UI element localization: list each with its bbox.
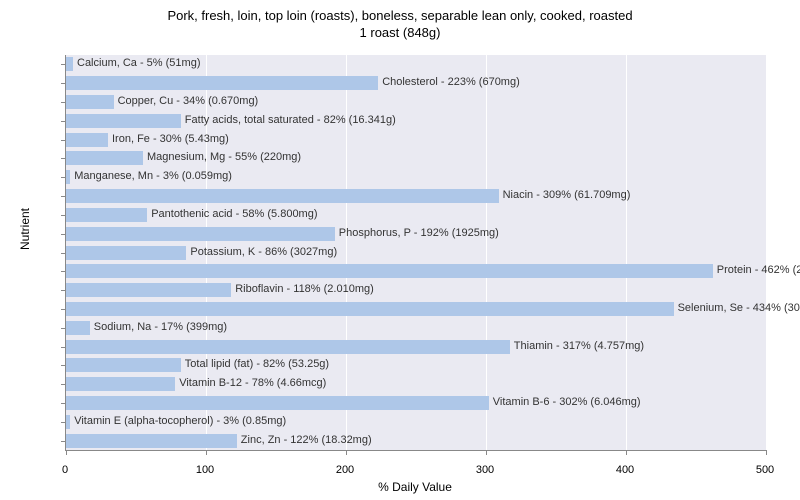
y-tick-mark: [61, 422, 66, 423]
y-tick-mark: [61, 290, 66, 291]
y-tick-mark: [61, 328, 66, 329]
x-tick-mark: [486, 450, 487, 455]
nutrient-bar: [66, 208, 147, 222]
nutrient-bar-label: Manganese, Mn - 3% (0.059mg): [74, 170, 232, 182]
y-tick-mark: [61, 140, 66, 141]
nutrient-bar: [66, 434, 237, 448]
nutrient-bar: [66, 133, 108, 147]
x-tick-label: 0: [62, 464, 68, 476]
y-tick-mark: [61, 121, 66, 122]
nutrient-bar: [66, 170, 70, 184]
nutrient-bar-label: Zinc, Zn - 122% (18.32mg): [241, 434, 372, 446]
nutrient-bar-label: Phosphorus, P - 192% (1925mg): [339, 227, 499, 239]
nutrient-bar: [66, 340, 510, 354]
nutrient-bar-label: Potassium, K - 86% (3027mg): [190, 246, 337, 258]
x-axis-label: % Daily Value: [65, 480, 765, 494]
nutrient-bar-label: Protein - 462% (230.91g): [717, 264, 800, 276]
nutrient-bar-label: Pantothenic acid - 58% (5.800mg): [151, 208, 317, 220]
nutrient-bar-label: Vitamin B-6 - 302% (6.046mg): [493, 396, 641, 408]
title-line-2: 1 roast (848g): [360, 25, 441, 40]
x-tick-mark: [206, 450, 207, 455]
nutrient-bar-label: Sodium, Na - 17% (399mg): [94, 321, 227, 333]
nutrient-bar-label: Iron, Fe - 30% (5.43mg): [112, 133, 229, 145]
nutrient-bar: [66, 151, 143, 165]
x-tick-mark: [766, 450, 767, 455]
x-tick-mark: [66, 450, 67, 455]
x-tick-mark: [626, 450, 627, 455]
chart-title: Pork, fresh, loin, top loin (roasts), bo…: [0, 0, 800, 42]
nutrient-bar-label: Vitamin E (alpha-tocopherol) - 3% (0.85m…: [74, 415, 286, 427]
y-tick-mark: [61, 271, 66, 272]
gridline: [626, 55, 627, 450]
nutrient-bar: [66, 95, 114, 109]
y-tick-mark: [61, 64, 66, 65]
nutrient-bar-label: Fatty acids, total saturated - 82% (16.3…: [185, 114, 396, 126]
y-tick-mark: [61, 347, 66, 348]
nutrient-bar-label: Riboflavin - 118% (2.010mg): [235, 283, 374, 295]
nutrient-bar: [66, 264, 713, 278]
nutrient-bar: [66, 57, 73, 71]
y-axis-label: Nutrient: [18, 208, 32, 250]
nutrient-bar: [66, 377, 175, 391]
y-tick-mark: [61, 102, 66, 103]
nutrient-bar-label: Total lipid (fat) - 82% (53.25g): [185, 358, 329, 370]
x-tick-mark: [346, 450, 347, 455]
nutrient-chart: Pork, fresh, loin, top loin (roasts), bo…: [0, 0, 800, 500]
y-tick-mark: [61, 365, 66, 366]
x-tick-label: 400: [616, 464, 634, 476]
nutrient-bar-label: Selenium, Se - 434% (303.6mcg): [678, 302, 800, 314]
nutrient-bar: [66, 76, 378, 90]
x-tick-label: 300: [476, 464, 494, 476]
nutrient-bar-label: Vitamin B-12 - 78% (4.66mcg): [179, 377, 326, 389]
nutrient-bar-label: Calcium, Ca - 5% (51mg): [77, 57, 200, 69]
nutrient-bar: [66, 302, 674, 316]
y-tick-mark: [61, 384, 66, 385]
x-tick-label: 200: [336, 464, 354, 476]
y-tick-mark: [61, 158, 66, 159]
y-tick-mark: [61, 177, 66, 178]
nutrient-bar: [66, 246, 186, 260]
nutrient-bar: [66, 415, 70, 429]
plot-area: Calcium, Ca - 5% (51mg) Cholesterol - 223…: [65, 55, 766, 451]
y-tick-mark: [61, 309, 66, 310]
nutrient-bar: [66, 321, 90, 335]
nutrient-bar: [66, 283, 231, 297]
x-tick-label: 500: [756, 464, 774, 476]
nutrient-bar: [66, 227, 335, 241]
nutrient-bar: [66, 396, 489, 410]
gridline: [766, 55, 767, 450]
nutrient-bar-label: Thiamin - 317% (4.757mg): [514, 340, 644, 352]
title-line-1: Pork, fresh, loin, top loin (roasts), bo…: [167, 8, 632, 23]
nutrient-bar-label: Copper, Cu - 34% (0.670mg): [118, 95, 259, 107]
nutrient-bar: [66, 189, 499, 203]
y-tick-mark: [61, 234, 66, 235]
nutrient-bar-label: Niacin - 309% (61.709mg): [503, 189, 631, 201]
y-tick-mark: [61, 83, 66, 84]
y-tick-mark: [61, 215, 66, 216]
y-tick-mark: [61, 253, 66, 254]
y-tick-mark: [61, 403, 66, 404]
nutrient-bar-label: Cholesterol - 223% (670mg): [382, 76, 520, 88]
nutrient-bar: [66, 358, 181, 372]
x-tick-label: 100: [196, 464, 214, 476]
y-tick-mark: [61, 441, 66, 442]
nutrient-bar: [66, 114, 181, 128]
y-tick-mark: [61, 196, 66, 197]
nutrient-bar-label: Magnesium, Mg - 55% (220mg): [147, 151, 301, 163]
gridline: [486, 55, 487, 450]
